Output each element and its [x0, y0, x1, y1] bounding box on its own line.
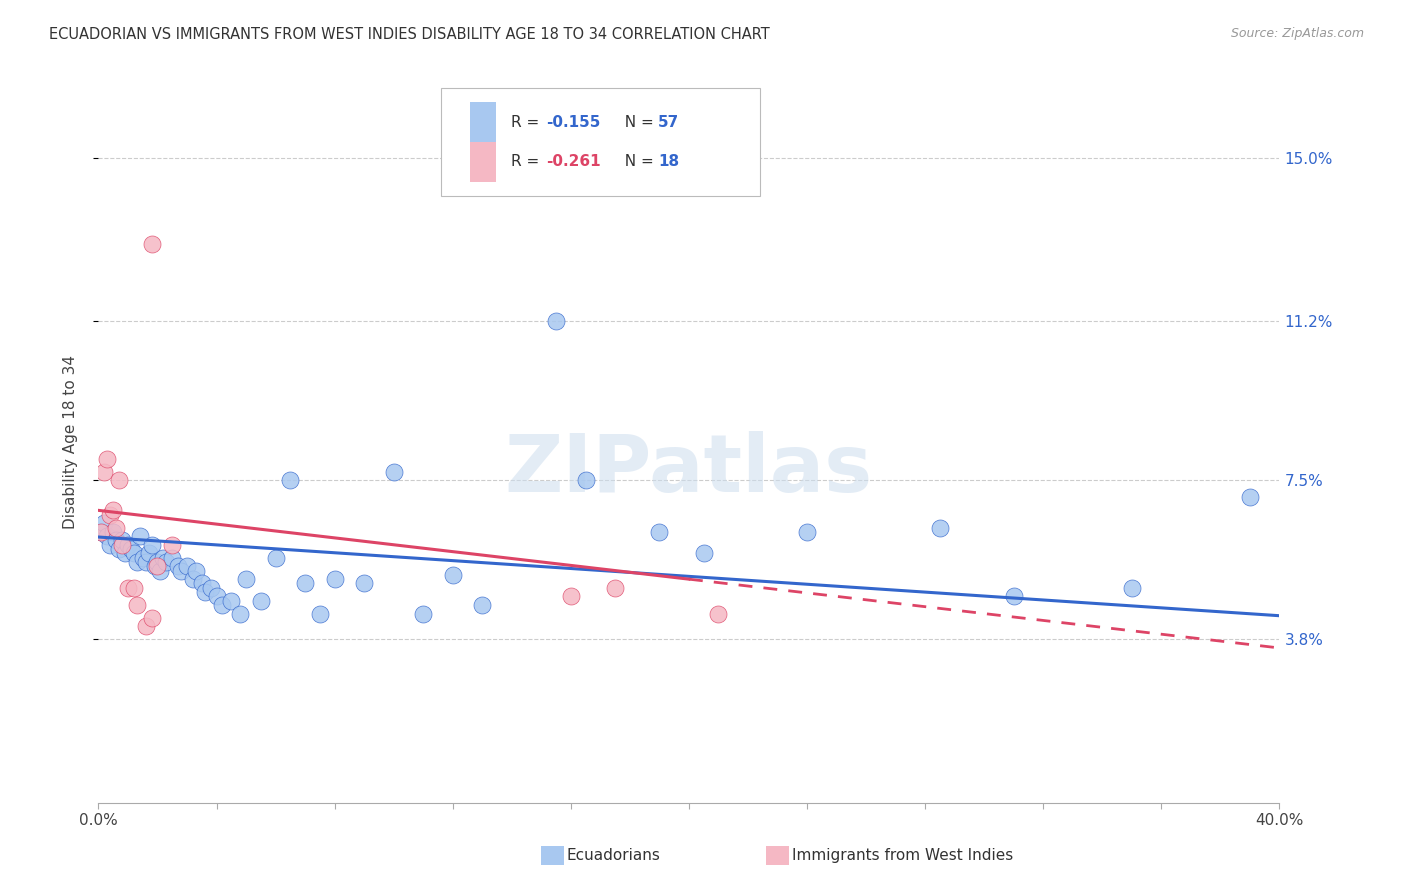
- Point: [135, 619, 157, 633]
- Point: [152, 550, 174, 565]
- Point: [194, 585, 217, 599]
- Point: [181, 572, 204, 586]
- Point: [412, 607, 434, 621]
- Point: [648, 524, 671, 539]
- Point: [132, 550, 155, 565]
- Point: [382, 465, 405, 479]
- Point: [108, 473, 131, 487]
- Point: [191, 576, 214, 591]
- Point: [105, 533, 128, 548]
- Point: [96, 529, 118, 543]
- Text: R =: R =: [510, 154, 544, 169]
- Point: [141, 611, 163, 625]
- Point: [138, 546, 160, 560]
- Point: [176, 559, 198, 574]
- Text: N =: N =: [614, 154, 658, 169]
- Point: [125, 555, 148, 569]
- Point: [323, 572, 346, 586]
- Point: [103, 524, 125, 539]
- Point: [105, 520, 128, 534]
- Point: [1239, 491, 1261, 505]
- Point: [155, 555, 177, 569]
- Point: [575, 473, 598, 487]
- Point: [162, 550, 183, 565]
- Point: [796, 524, 818, 539]
- Point: [560, 590, 582, 604]
- Text: Ecuadorians: Ecuadorians: [567, 848, 661, 863]
- Point: [264, 550, 287, 565]
- Point: [117, 538, 139, 552]
- Text: R =: R =: [510, 115, 544, 129]
- Text: Source: ZipAtlas.com: Source: ZipAtlas.com: [1230, 27, 1364, 40]
- Point: [122, 581, 145, 595]
- Point: [170, 564, 193, 578]
- Point: [122, 546, 145, 560]
- FancyBboxPatch shape: [441, 87, 759, 196]
- Point: [98, 508, 121, 522]
- Point: [141, 538, 163, 552]
- Point: [141, 236, 163, 251]
- Point: [221, 593, 243, 607]
- Point: [229, 607, 252, 621]
- Text: Immigrants from West Indies: Immigrants from West Indies: [792, 848, 1012, 863]
- Point: [205, 590, 228, 604]
- Point: [114, 546, 136, 560]
- Point: [200, 581, 222, 595]
- Point: [235, 572, 257, 586]
- Point: [211, 598, 233, 612]
- Point: [96, 451, 118, 466]
- Text: -0.261: -0.261: [546, 154, 600, 169]
- Point: [280, 473, 302, 487]
- Point: [162, 538, 183, 552]
- Point: [693, 546, 716, 560]
- Point: [90, 524, 112, 539]
- Point: [146, 559, 169, 574]
- Point: [471, 598, 494, 612]
- Point: [149, 564, 172, 578]
- Point: [1121, 581, 1143, 595]
- Point: [605, 581, 627, 595]
- Point: [103, 503, 125, 517]
- Point: [111, 533, 134, 548]
- Point: [128, 529, 150, 543]
- Point: [117, 581, 139, 595]
- Point: [707, 607, 730, 621]
- Y-axis label: Disability Age 18 to 34: Disability Age 18 to 34: [63, 354, 77, 529]
- Text: N =: N =: [614, 115, 658, 129]
- Point: [108, 542, 131, 557]
- Point: [125, 598, 148, 612]
- Text: 18: 18: [658, 154, 679, 169]
- Point: [309, 607, 332, 621]
- Text: ECUADORIAN VS IMMIGRANTS FROM WEST INDIES DISABILITY AGE 18 TO 34 CORRELATION CH: ECUADORIAN VS IMMIGRANTS FROM WEST INDIE…: [49, 27, 770, 42]
- Point: [441, 567, 464, 582]
- Point: [546, 314, 568, 328]
- Point: [929, 520, 952, 534]
- Text: 57: 57: [658, 115, 679, 129]
- Point: [135, 555, 157, 569]
- Point: [353, 576, 375, 591]
- Text: -0.155: -0.155: [546, 115, 600, 129]
- Point: [90, 524, 112, 539]
- Point: [146, 555, 169, 569]
- Point: [111, 538, 134, 552]
- Point: [143, 559, 166, 574]
- FancyBboxPatch shape: [471, 103, 496, 142]
- Point: [93, 465, 115, 479]
- Point: [250, 593, 273, 607]
- FancyBboxPatch shape: [471, 142, 496, 182]
- Text: ZIPatlas: ZIPatlas: [505, 432, 873, 509]
- Point: [98, 538, 121, 552]
- Point: [184, 564, 207, 578]
- Point: [294, 576, 316, 591]
- Point: [120, 542, 142, 557]
- Point: [1002, 590, 1025, 604]
- Point: [93, 516, 115, 531]
- Point: [167, 559, 190, 574]
